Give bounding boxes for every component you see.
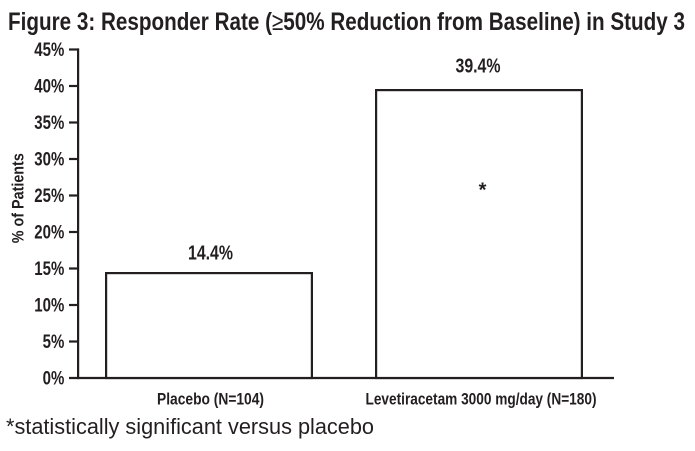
svg-text:30%: 30% (34, 149, 64, 171)
svg-text:45%: 45% (34, 39, 64, 61)
svg-text:40%: 40% (34, 76, 64, 98)
svg-text:0%: 0% (43, 368, 65, 390)
svg-text:*statistically significant ver: *statistically significant versus placeb… (6, 414, 374, 439)
svg-text:35%: 35% (34, 112, 64, 134)
svg-text:10%: 10% (34, 295, 64, 317)
svg-text:Placebo (N=104): Placebo (N=104) (157, 390, 264, 409)
svg-text:*: * (479, 180, 487, 202)
svg-text:Figure 3: Responder Rate (≥50%: Figure 3: Responder Rate (≥50% Reduction… (8, 8, 685, 36)
svg-text:25%: 25% (34, 185, 64, 207)
svg-text:14.4%: 14.4% (188, 242, 233, 264)
svg-text:5%: 5% (43, 331, 65, 353)
svg-text:Levetiracetam 3000 mg/day (N=1: Levetiracetam 3000 mg/day (N=180) (366, 390, 597, 409)
svg-text:15%: 15% (34, 258, 64, 280)
svg-text:39.4%: 39.4% (456, 56, 501, 78)
svg-text:20%: 20% (34, 222, 64, 244)
svg-text:% of Patients: % of Patients (9, 153, 28, 243)
